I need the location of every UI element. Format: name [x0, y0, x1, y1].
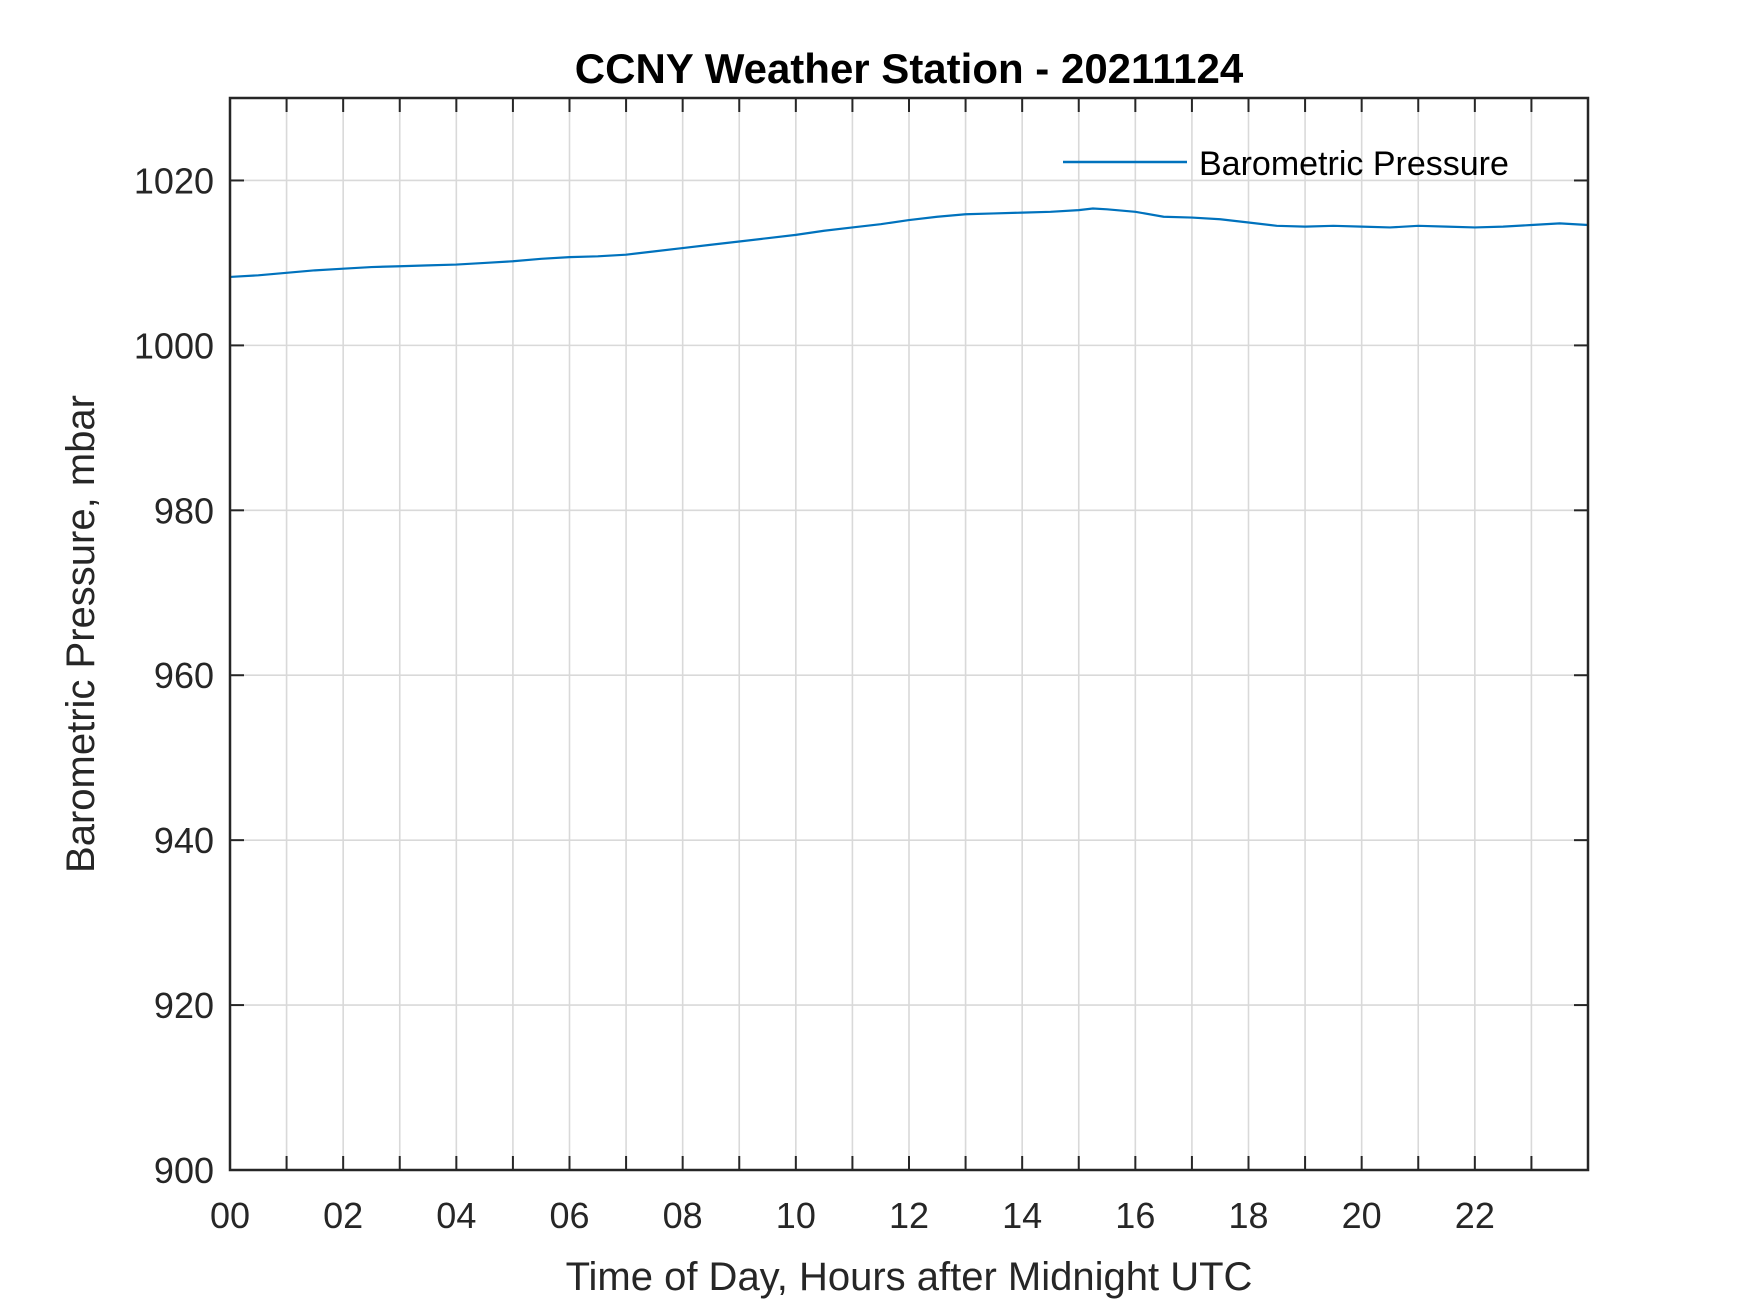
- x-tick-label: 18: [1228, 1195, 1268, 1236]
- y-tick-label: 940: [154, 820, 214, 861]
- x-tick-label: 00: [210, 1195, 250, 1236]
- y-tick-label: 1020: [134, 160, 214, 201]
- x-axis-label: Time of Day, Hours after Midnight UTC: [566, 1255, 1253, 1299]
- x-tick-label: 20: [1342, 1195, 1382, 1236]
- x-tick-label: 16: [1115, 1195, 1155, 1236]
- x-tick-label: 10: [776, 1195, 816, 1236]
- y-axis-label: Barometric Pressure, mbar: [59, 395, 103, 873]
- y-tick-label: 980: [154, 490, 214, 531]
- y-tick-label: 920: [154, 985, 214, 1026]
- x-tick-label: 06: [549, 1195, 589, 1236]
- grid-lines: [229, 98, 1589, 1171]
- x-tick-label: 22: [1455, 1195, 1495, 1236]
- x-tick-label: 08: [663, 1195, 703, 1236]
- x-tick-labels: 00 02 04 06 08 10 12 14 16 18 20 22: [210, 1195, 1495, 1236]
- x-tick-label: 14: [1002, 1195, 1042, 1236]
- y-tick-label: 1000: [134, 325, 214, 366]
- chart-title: CCNY Weather Station - 20211124: [575, 45, 1244, 92]
- legend-label-barometric-pressure: Barometric Pressure: [1199, 145, 1509, 183]
- y-tick-labels: 900 920 940 960 980 1000 1020: [134, 160, 214, 1191]
- axes-box: [228, 96, 1590, 1172]
- y-tick-label: 960: [154, 655, 214, 696]
- x-tick-label: 12: [889, 1195, 929, 1236]
- legend: Barometric Pressure: [1063, 145, 1509, 183]
- x-tick-label: 04: [436, 1195, 476, 1236]
- series-line-barometric-pressure: [229, 207, 1589, 279]
- y-tick-label: 900: [154, 1150, 214, 1191]
- x-tick-label: 02: [323, 1195, 363, 1236]
- series-layer: [229, 207, 1589, 279]
